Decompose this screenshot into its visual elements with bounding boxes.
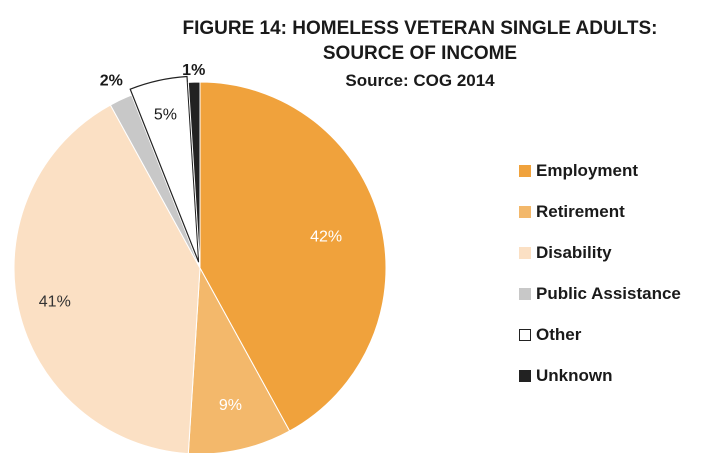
data-label-unknown: 1%: [182, 62, 205, 79]
data-label-disability: 41%: [39, 293, 71, 310]
pie-slice-employment: [199, 81, 387, 432]
legend-item-public-assistance: Public Assistance: [519, 273, 681, 314]
pie-slice-public-assistance: [109, 94, 201, 269]
legend-label-disability: Disability: [536, 242, 612, 262]
pie-slice-disability: [13, 104, 201, 453]
legend-label-retirement: Retirement: [536, 201, 625, 221]
chart-title: FIGURE 14: HOMELESS VETERAN SINGLE ADULT…: [150, 16, 690, 93]
legend-item-employment: Employment: [519, 150, 681, 191]
legend-item-retirement: Retirement: [519, 191, 681, 232]
legend-swatch-public-assistance: [519, 287, 531, 300]
data-label-retirement: 9%: [219, 397, 242, 414]
data-label-other: 5%: [154, 106, 177, 123]
legend-item-other: Other: [519, 314, 681, 355]
pie-slice-retirement: [187, 266, 291, 453]
pie-slice-other: [129, 75, 200, 263]
data-label-public-assistance: 2%: [100, 73, 123, 90]
chart-source: Source: COG 2014: [345, 71, 495, 90]
legend-swatch-other: [519, 328, 531, 341]
legend-label-other: Other: [536, 324, 582, 344]
legend-label-employment: Employment: [536, 160, 639, 180]
legend-swatch-retirement: [519, 205, 531, 218]
legend-item-disability: Disability: [519, 232, 681, 273]
legend-swatch-unknown: [519, 369, 531, 382]
pie-slice-unknown: [187, 81, 201, 269]
chart-title-line2: SOURCE OF INCOME: [322, 43, 518, 64]
legend-swatch-employment: [519, 164, 531, 177]
legend-item-unknown: Unknown: [519, 355, 681, 396]
legend-label-public-assistance: Public Assistance: [536, 283, 681, 303]
chart-legend: Employment Retirement Disability Public Ass…: [519, 150, 681, 396]
chart-title-line1: FIGURE 14: HOMELESS VETERAN SINGLE ADULT…: [182, 18, 658, 39]
legend-label-unknown: Unknown: [536, 365, 613, 385]
legend-swatch-disability: [519, 246, 531, 259]
data-label-employment: 42%: [310, 229, 342, 246]
